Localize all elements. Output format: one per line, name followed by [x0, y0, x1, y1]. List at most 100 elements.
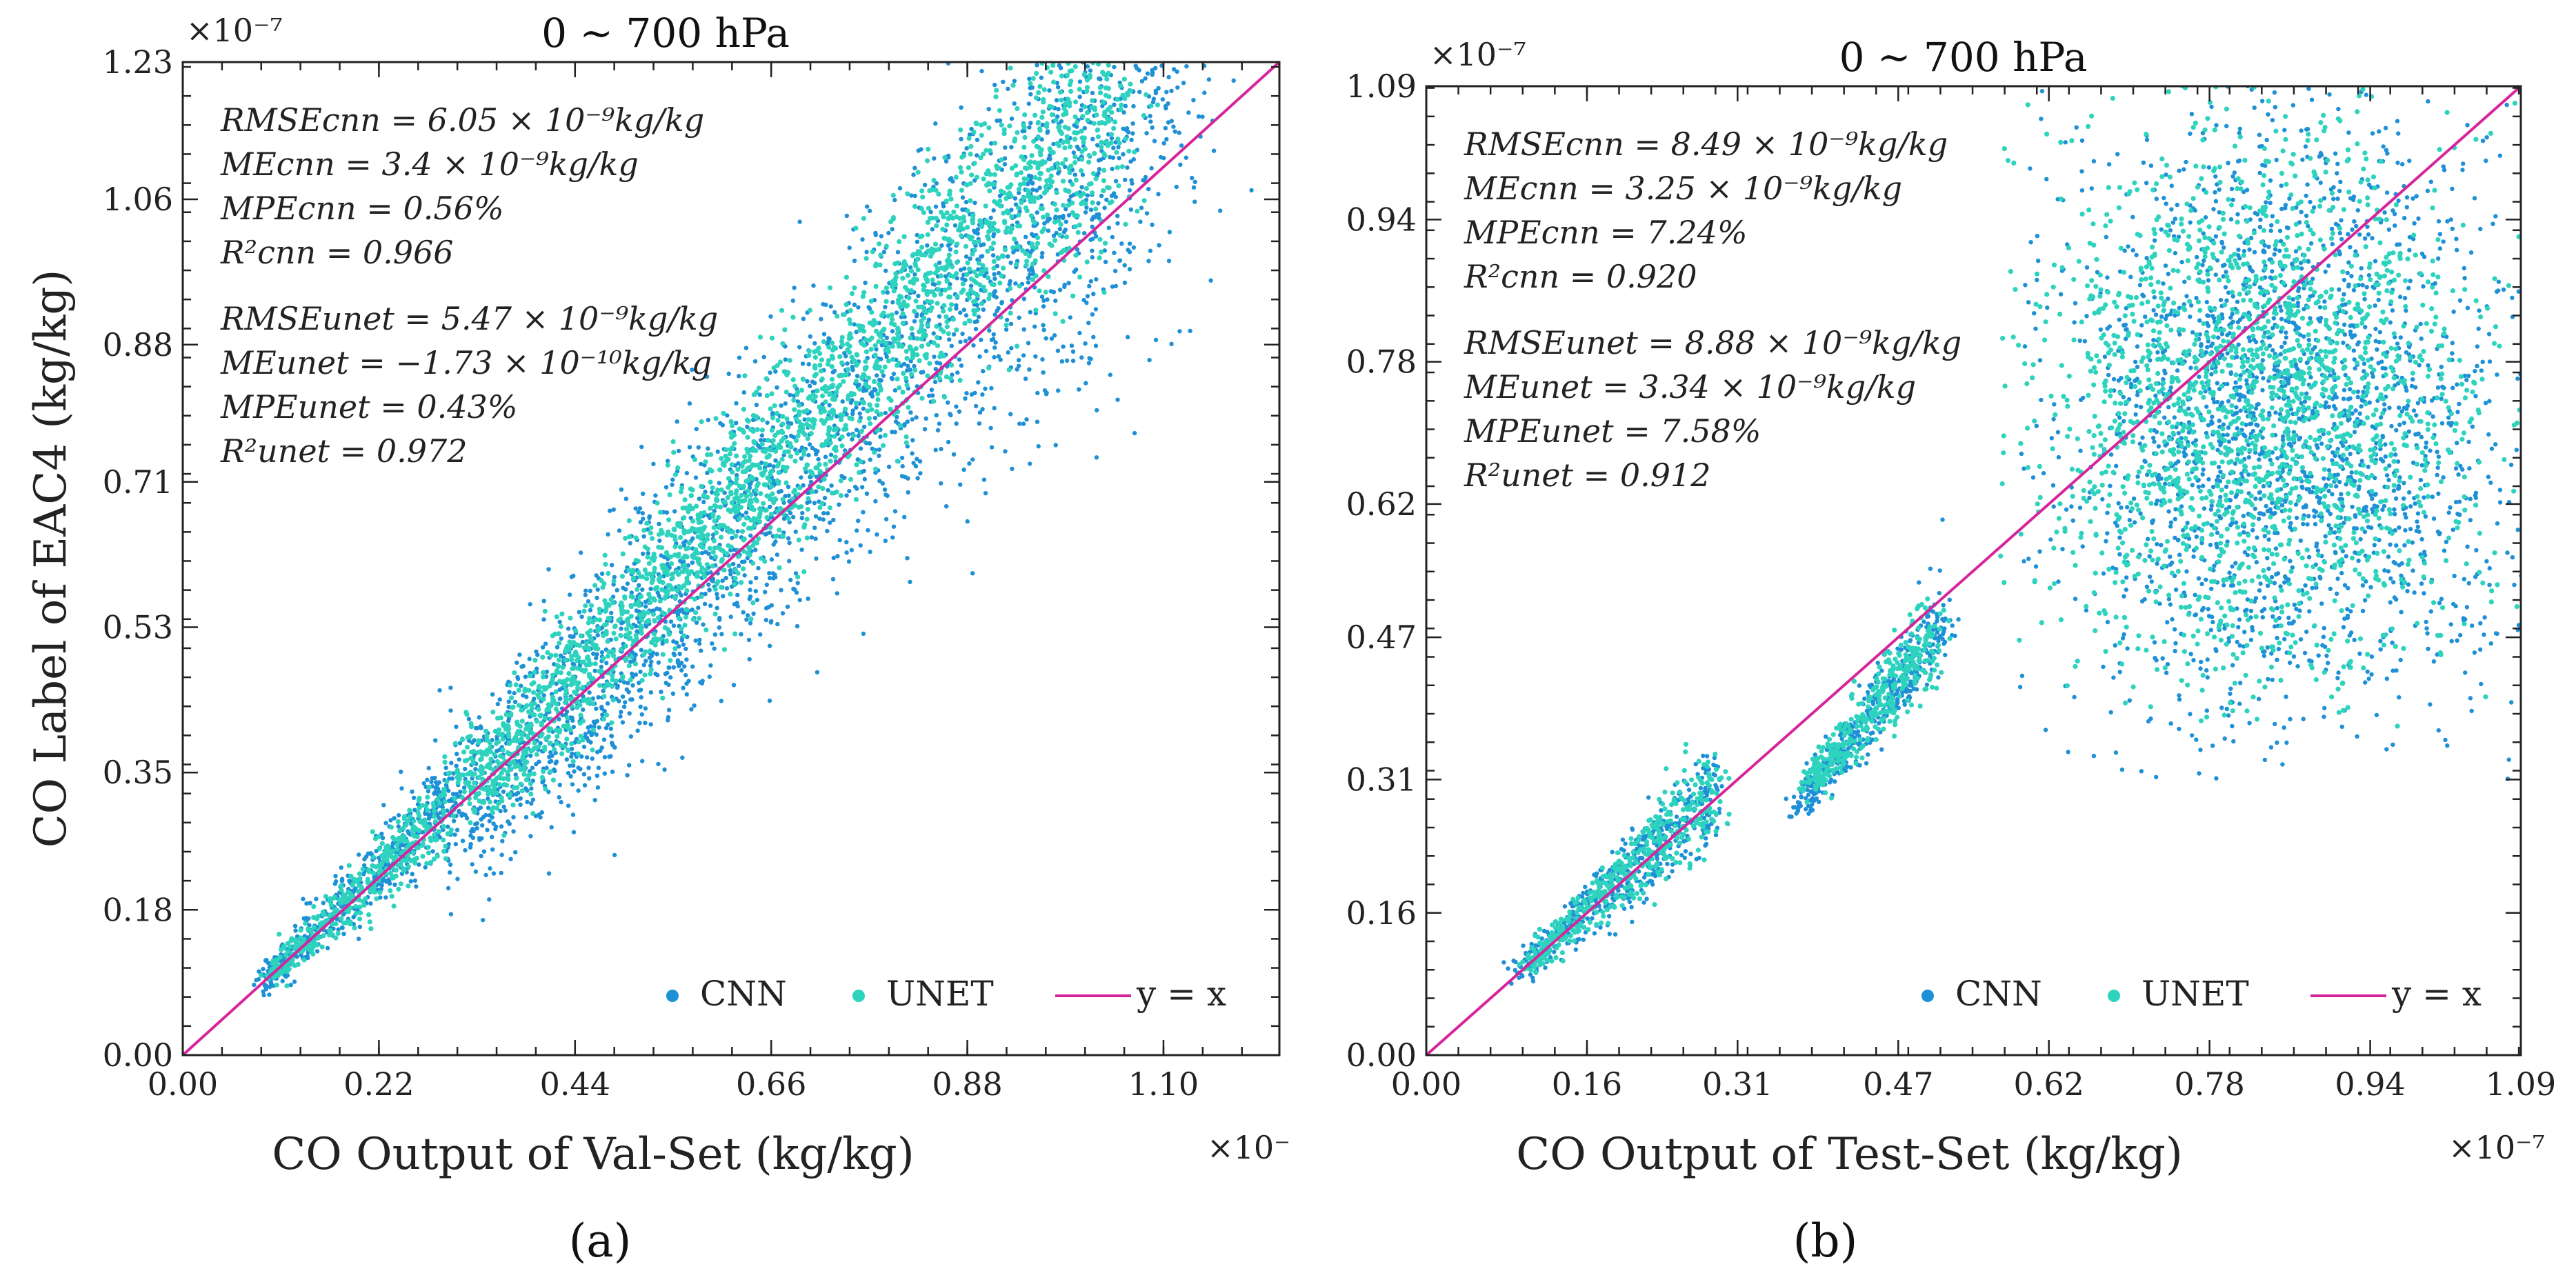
unet-point [669, 571, 675, 577]
cnn-point [637, 583, 641, 588]
cnn-point [775, 621, 780, 627]
cnn-point [758, 632, 763, 637]
cnn-point [432, 775, 437, 781]
cnn-point [578, 550, 583, 555]
cnn-point [1088, 208, 1094, 212]
cnn-point [1055, 114, 1060, 119]
unet-point [721, 523, 726, 528]
cnn-point [1192, 179, 1197, 184]
cnn-point [1181, 81, 1186, 86]
unet-point [723, 447, 729, 452]
unet-point [919, 336, 924, 341]
cnn-point [968, 283, 974, 288]
cnn-point [1072, 50, 1077, 54]
cnn-point [829, 483, 834, 488]
unet-point [624, 617, 630, 623]
cnn-point [1139, 29, 1144, 33]
unet-point [921, 283, 927, 289]
cnn-point [948, 412, 952, 417]
cnn-point [1122, 280, 1128, 286]
cnn-point [943, 274, 948, 279]
cnn-point [1034, 188, 1039, 193]
cnn-point [977, 421, 982, 426]
cnn-point [993, 340, 998, 345]
unet-point [352, 925, 357, 931]
cnn-point [336, 927, 341, 932]
cnn-point [1026, 341, 1031, 345]
unet-point [1073, 177, 1079, 183]
cnn-point [825, 528, 830, 534]
cnn-point [717, 625, 722, 630]
unet-point [806, 417, 811, 422]
cnn-point [1137, 43, 1141, 47]
cnn-point [1046, 157, 1051, 161]
unet-point [1114, 150, 1119, 155]
cnn-point [629, 590, 634, 595]
cnn-point [609, 733, 614, 739]
cnn-point [325, 945, 330, 951]
cnn-point [735, 603, 740, 609]
unet-point [690, 488, 695, 493]
cnn-point [813, 537, 818, 541]
cnn-point [1004, 327, 1009, 332]
unet-point [982, 121, 988, 126]
unet-point [432, 832, 437, 838]
unet-point [982, 288, 988, 294]
cnn-point [704, 374, 710, 379]
cnn-point [694, 620, 699, 625]
unet-point [756, 536, 761, 541]
cnn-point [814, 556, 819, 561]
cnn-point [970, 571, 975, 576]
cnn-point [771, 542, 776, 547]
unet-point [919, 206, 924, 212]
cnn-point [706, 446, 710, 451]
unet-point [398, 881, 404, 887]
unet-point [739, 428, 746, 433]
cnn-point [840, 399, 845, 404]
unet-point [762, 559, 768, 564]
cnn-point [571, 763, 576, 768]
cnn-point [1199, 8, 1203, 12]
unet-point [353, 910, 359, 916]
cnn-point [1016, 363, 1021, 368]
cnn-point [1032, 324, 1037, 329]
cnn-point [1026, 275, 1031, 281]
cnn-point [1130, 131, 1135, 136]
cnn-point [379, 883, 384, 888]
unet-point [1076, 52, 1081, 57]
unet-point [452, 741, 458, 746]
cnn-point [868, 457, 872, 462]
cnn-point [339, 865, 343, 870]
cnn-point [1125, 165, 1130, 170]
cnn-point [641, 517, 646, 521]
cnn-point [1087, 356, 1092, 361]
cnn-point [883, 517, 889, 522]
cnn-point [648, 663, 653, 668]
cnn-point [530, 797, 536, 802]
cnn-point [583, 732, 588, 737]
unet-point [768, 472, 773, 477]
unet-point [780, 421, 786, 427]
cnn-point [1143, 76, 1148, 81]
cnn-point [1146, 186, 1151, 192]
unet-point [575, 665, 581, 671]
cnn-point [996, 306, 1001, 311]
unet-point [1092, 36, 1097, 41]
unet-point [971, 278, 977, 283]
unet-point [728, 430, 734, 436]
cnn-point [856, 519, 861, 523]
cnn-point [1135, 33, 1139, 37]
unet-point [792, 407, 797, 412]
cnn-point [1091, 292, 1096, 297]
unet-point [773, 448, 779, 454]
unet-point [1030, 277, 1035, 282]
unet-point [1088, 6, 1092, 11]
cnn-point [690, 664, 695, 669]
unet-point [403, 858, 408, 863]
cnn-point [787, 520, 792, 525]
unet-point [1072, 64, 1078, 70]
cnn-point [960, 331, 965, 337]
unet-point [1072, 154, 1078, 160]
cnn-point [877, 447, 882, 452]
cnn-point [1054, 98, 1059, 103]
